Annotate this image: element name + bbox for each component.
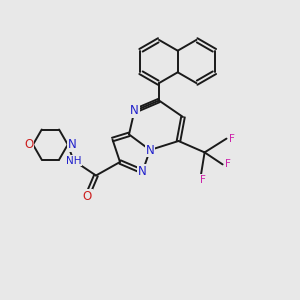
Text: F: F	[200, 175, 206, 185]
Text: F: F	[229, 134, 235, 144]
Text: O: O	[82, 190, 91, 203]
Text: N: N	[68, 138, 77, 151]
Text: N: N	[146, 143, 154, 157]
Text: N: N	[138, 165, 147, 178]
Text: N: N	[130, 104, 139, 118]
Text: F: F	[225, 159, 231, 170]
Text: O: O	[24, 138, 33, 151]
Text: NH: NH	[66, 155, 81, 166]
